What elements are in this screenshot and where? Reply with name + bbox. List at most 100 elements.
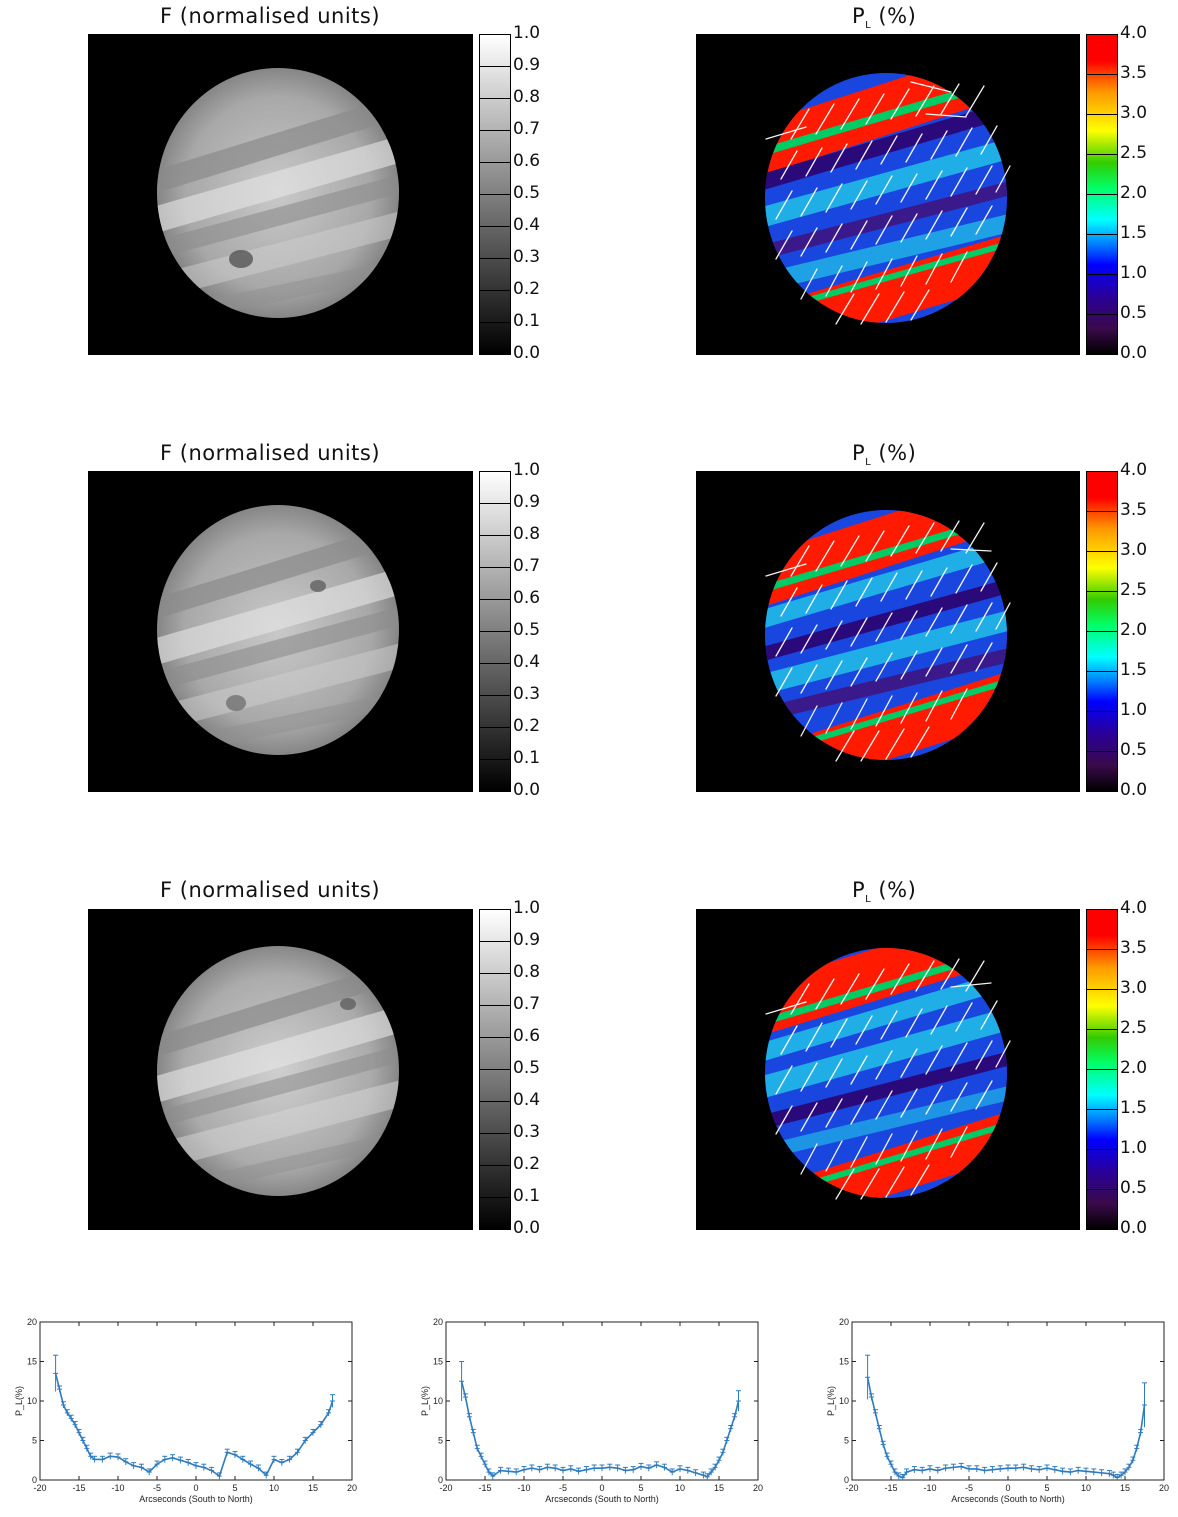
pol-colorbar-tick-label: 4.0 — [1120, 460, 1148, 480]
series-line — [460, 1381, 740, 1478]
flux-colorbar-tick-mark — [479, 1037, 511, 1038]
pol-colorbar-tick-mark — [1086, 551, 1118, 552]
pol-colorbar-tick-label: 2.5 — [1120, 580, 1148, 600]
x-tick-label: 20 — [1159, 1483, 1169, 1493]
flux-colorbar-tick-label: 1.0 — [513, 23, 541, 43]
pol-colorbar-tick-mark — [1086, 1109, 1118, 1110]
flux-colorbar-tick-label: 0.4 — [513, 652, 541, 672]
x-tick-label: -20 — [845, 1483, 858, 1493]
x-tick-label: -10 — [517, 1483, 530, 1493]
flux-colorbar-tick-mark — [479, 599, 511, 600]
x-tick-label: 0 — [599, 1483, 604, 1493]
pol-colorbar-tick-mark — [1086, 711, 1118, 712]
y-tick-label: 0 — [438, 1475, 443, 1485]
pol-colorbar-tick-mark — [1086, 314, 1118, 315]
flux-colorbar-tick-mark — [479, 759, 511, 760]
flux-colorbar-tick-label: 0.6 — [513, 151, 541, 171]
x-tick-label: -20 — [33, 1483, 46, 1493]
flux-colorbar-tick-label: 0.1 — [513, 311, 541, 331]
flux-colorbar-tick-mark — [479, 226, 511, 227]
flux-colorbar-tick-label: 0.0 — [513, 1218, 541, 1238]
pol-colorbar-tick-mark — [1086, 511, 1118, 512]
y-tick-label: 15 — [27, 1357, 37, 1367]
x-tick-label: -10 — [111, 1483, 124, 1493]
x-tick-label: -5 — [965, 1483, 973, 1493]
flux-colorbar-tick-label: 0.1 — [513, 1186, 541, 1206]
pol-colorbar-tick-mark — [1086, 949, 1118, 950]
flux-panel-title: F (normalised units) — [160, 4, 381, 28]
flux-colorbar-tick-label: 0.8 — [513, 87, 541, 107]
flux-panel-title: F (normalised units) — [160, 441, 381, 465]
flux-colorbar-tick-mark — [479, 322, 511, 323]
y-tick-label: 15 — [433, 1357, 443, 1367]
pol-colorbar-tick-mark — [1086, 274, 1118, 275]
pol-colorbar-tick-mark — [1086, 989, 1118, 990]
flux-colorbar-tick-label: 0.3 — [513, 1122, 541, 1142]
flux-colorbar-tick-mark — [479, 194, 511, 195]
pol-colorbar-tick-label: 0.5 — [1120, 303, 1148, 323]
x-tick-label: -15 — [884, 1483, 897, 1493]
x-tick-label: 0 — [193, 1483, 198, 1493]
y-axis-label: P_L(%) — [14, 1386, 24, 1416]
flux-colorbar-tick-mark — [479, 663, 511, 664]
x-tick-label: -5 — [559, 1483, 567, 1493]
flux-colorbar-tick-label: 0.4 — [513, 1090, 541, 1110]
flux-colorbar-tick-mark — [479, 567, 511, 568]
pol-colorbar-tick-mark — [1086, 114, 1118, 115]
pol-colorbar-tick-mark — [1086, 1189, 1118, 1190]
pol-colorbar-tick-label: 1.5 — [1120, 223, 1148, 243]
plot-frame — [445, 1321, 759, 1481]
pol-title-sub: L — [865, 894, 872, 906]
series-line — [54, 1373, 334, 1478]
pol-colorbar-tick-mark — [1086, 751, 1118, 752]
flux-colorbar-tick-label: 0.9 — [513, 55, 541, 75]
flux-colorbar-tick-label: 0.2 — [513, 1154, 541, 1174]
pol-colorbar-tick-label: 0.0 — [1120, 1218, 1148, 1238]
x-tick-label: 10 — [1081, 1483, 1091, 1493]
flux-colorbar-tick-mark — [479, 1197, 511, 1198]
flux-image-3 — [88, 909, 473, 1230]
pol-panel-title: PL (%) — [852, 441, 916, 468]
pol-panel-title: PL (%) — [852, 878, 916, 905]
pol-title-p: P — [852, 4, 866, 28]
flux-panel-title: F (normalised units) — [160, 878, 381, 902]
flux-colorbar-tick-label: 0.7 — [513, 119, 541, 139]
pol-image-3 — [696, 909, 1080, 1230]
flux-colorbar-tick-label: 0.7 — [513, 994, 541, 1014]
pol-colorbar-tick-label: 0.5 — [1120, 1178, 1148, 1198]
pol-colorbar-tick-label: 3.5 — [1120, 500, 1148, 520]
flux-colorbar-tick-label: 0.7 — [513, 556, 541, 576]
y-axis-label: P_L(%) — [826, 1386, 836, 1416]
pol-colorbar-tick-mark — [1086, 671, 1118, 672]
y-tick-label: 15 — [839, 1357, 849, 1367]
pol-colorbar-tick-label: 1.0 — [1120, 263, 1148, 283]
flux-colorbar-tick-mark — [479, 130, 511, 131]
flux-colorbar-tick-mark — [479, 66, 511, 67]
pol-colorbar-tick-label: 4.0 — [1120, 898, 1148, 918]
x-tick-label: -20 — [439, 1483, 452, 1493]
pol-colorbar-tick-mark — [1086, 1149, 1118, 1150]
flux-colorbar-tick-label: 0.8 — [513, 524, 541, 544]
flux-colorbar-tick-label: 0.9 — [513, 492, 541, 512]
flux-colorbar-tick-mark — [479, 631, 511, 632]
pol-colorbar-tick-mark — [1086, 194, 1118, 195]
profile-chart-1: -20 -15 -10 -5 0 5 10 15 20 0 5 10 15 20 Arcseconds (S… — [14, 1317, 357, 1504]
pol-title-tail: (%) — [871, 4, 917, 28]
flux-colorbar-tick-mark — [479, 973, 511, 974]
pol-title-p: P — [852, 878, 866, 902]
pol-colorbar-tick-label: 0.5 — [1120, 740, 1148, 760]
y-tick-label: 10 — [839, 1396, 849, 1406]
pol-colorbar-tick-label: 3.0 — [1120, 978, 1148, 998]
pol-colorbar-tick-label: 1.5 — [1120, 660, 1148, 680]
x-tick-label: 15 — [308, 1483, 318, 1493]
flux-colorbar-tick-label: 0.0 — [513, 343, 541, 363]
flux-colorbar-tick-label: 0.8 — [513, 962, 541, 982]
pol-panel-title: PL (%) — [852, 4, 916, 31]
y-tick-label: 20 — [433, 1317, 443, 1327]
pol-title-p: P — [852, 441, 866, 465]
flux-colorbar-tick-mark — [479, 941, 511, 942]
pol-colorbar-tick-label: 4.0 — [1120, 23, 1148, 43]
flux-colorbar-tick-label: 0.4 — [513, 215, 541, 235]
pol-colorbar-tick-label: 2.0 — [1120, 1058, 1148, 1078]
pol-colorbar-tick-mark — [1086, 74, 1118, 75]
